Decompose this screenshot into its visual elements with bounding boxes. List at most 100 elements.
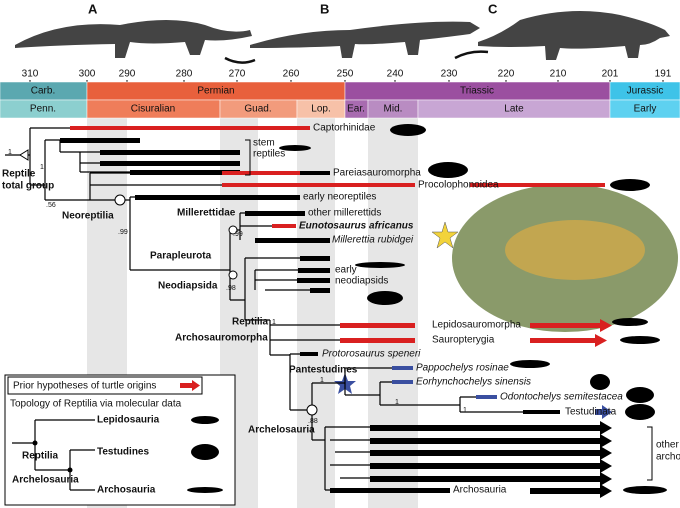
node-circle — [306, 404, 318, 416]
epoch-label: Mid. — [384, 104, 403, 115]
periods — [0, 81, 680, 119]
time-tick-label: 210 — [550, 69, 567, 80]
support-value: 1 — [8, 149, 12, 156]
clade-label: Lepidosauromorpha — [432, 320, 521, 331]
node-label: Archelosauria — [248, 425, 315, 436]
time-tick-label: 201 — [602, 69, 619, 80]
time-tick-label: 220 — [498, 69, 515, 80]
panel-label: B — [320, 1, 329, 16]
period-label: Permian — [197, 86, 234, 97]
inset-silhouette — [191, 416, 219, 424]
inset-silhouette — [191, 444, 219, 460]
node-label: Reptile — [2, 169, 36, 180]
inset-node — [32, 440, 38, 446]
support-value: .98 — [226, 285, 236, 292]
clade-label: Eunotosaurus africanus — [299, 221, 414, 232]
node-label: Reptilia — [232, 317, 269, 328]
clade-label: early — [335, 265, 357, 276]
clade-label: Procolophonoidea — [418, 180, 499, 191]
support-value: .56 — [46, 202, 56, 209]
legend-text: Prior hypotheses of turtle origins — [13, 381, 156, 392]
star-icon — [431, 221, 459, 249]
time-tick-label: 270 — [229, 69, 246, 80]
time-tick-label: 300 — [79, 69, 96, 80]
node-circle — [228, 270, 238, 280]
node-label: Neodiapsida — [158, 281, 218, 292]
support-value: 1 — [40, 164, 44, 171]
clade-label: Protorosaurus speneri — [322, 349, 421, 360]
epoch-label: Lop. — [311, 104, 330, 115]
time-tick-label: 290 — [119, 69, 136, 80]
clade-label: other stem — [656, 440, 680, 451]
support-value: 1 — [320, 377, 324, 384]
period-label: Carb. — [31, 86, 55, 97]
inset-node — [67, 467, 73, 473]
time-tick-label: 280 — [176, 69, 193, 80]
clade-label: Sauropterygia — [432, 335, 495, 346]
epoch-label: Guad. — [244, 104, 271, 115]
legend-arrow — [180, 380, 200, 391]
node-label: Archosauromorpha — [175, 333, 268, 344]
inset-taxon: Lepidosauria — [97, 415, 160, 426]
legend-item — [7, 376, 203, 395]
node-circle — [228, 225, 238, 235]
clade-label: Testudinata — [565, 407, 617, 418]
epoch-label: Early — [634, 104, 657, 115]
epoch-label: Cisuralian — [131, 104, 175, 115]
node-circle — [114, 194, 126, 206]
clade-label: Millerettia rubidgei — [332, 235, 414, 246]
node-label: Pantestudines — [289, 365, 358, 376]
time-tick-label: 191 — [655, 69, 672, 80]
clade-label: neodiapsids — [335, 276, 388, 287]
inset-node-label: Reptilia — [22, 451, 59, 462]
skeletons — [15, 11, 670, 64]
support-value: 1 — [272, 319, 276, 326]
inset-silhouette — [187, 487, 223, 493]
time-tick-label: 240 — [387, 69, 404, 80]
clade-label: reptiles — [253, 149, 285, 160]
clade-label: archosaurs — [656, 452, 680, 463]
epoch-label: Late — [504, 104, 524, 115]
reconstruction-animal — [505, 220, 645, 280]
period-label: Triassic — [460, 86, 494, 97]
support-value: 1 — [463, 407, 467, 414]
inset-taxon: Testudines — [97, 447, 149, 458]
node-flag — [19, 149, 29, 161]
support-value: .88 — [308, 418, 318, 425]
clade-label: stem — [253, 138, 275, 149]
range-bars — [60, 126, 653, 498]
clade-label: early neoreptiles — [303, 192, 376, 203]
inset-node-label: Archelosauria — [12, 475, 79, 486]
node-label: Millerettidae — [177, 208, 236, 219]
legend-text: Topology of Reptilia via molecular data — [10, 399, 182, 410]
period-label: Jurassic — [627, 86, 664, 97]
tree-branches — [5, 127, 523, 491]
epoch-label: Ear. — [347, 104, 365, 115]
support-value: .99 — [118, 229, 128, 236]
clade-label: Odontochelys semitestacea — [500, 392, 623, 403]
support-values: 1 1 .56 .99 .99 .98 1 1 1 1 .88 — [8, 149, 467, 425]
clade-label: Captorhinidae — [313, 123, 376, 134]
time-tick-label: 230 — [441, 69, 458, 80]
support-value: 1 — [395, 399, 399, 406]
epoch-label: Penn. — [30, 104, 56, 115]
clade-label: Archosauria — [453, 485, 507, 496]
inset-taxon: Archosauria — [97, 485, 156, 496]
clade-label: Pareiasauromorpha — [333, 168, 421, 179]
clade-label: Eorhynchochelys sinensis — [416, 377, 531, 388]
node-label: total group — [2, 181, 54, 192]
panel-label: A — [88, 1, 98, 16]
panel-label: C — [488, 1, 498, 16]
support-value: .99 — [233, 231, 243, 238]
silhouettes — [279, 124, 667, 494]
time-tick-label: 250 — [337, 69, 354, 80]
node-label: Neoreptilia — [62, 211, 114, 222]
clade-label: other millerettids — [308, 208, 381, 219]
clade-label: Pappochelys rosinae — [416, 363, 509, 374]
legend-box — [4, 374, 236, 506]
time-ticks: 310 300 290 280 270 260 250 240 230 220 210 201 191 — [22, 69, 672, 82]
node-label: Parapleurota — [150, 251, 212, 262]
time-tick-label: 260 — [283, 69, 300, 80]
time-tick-label: 310 — [22, 69, 39, 80]
